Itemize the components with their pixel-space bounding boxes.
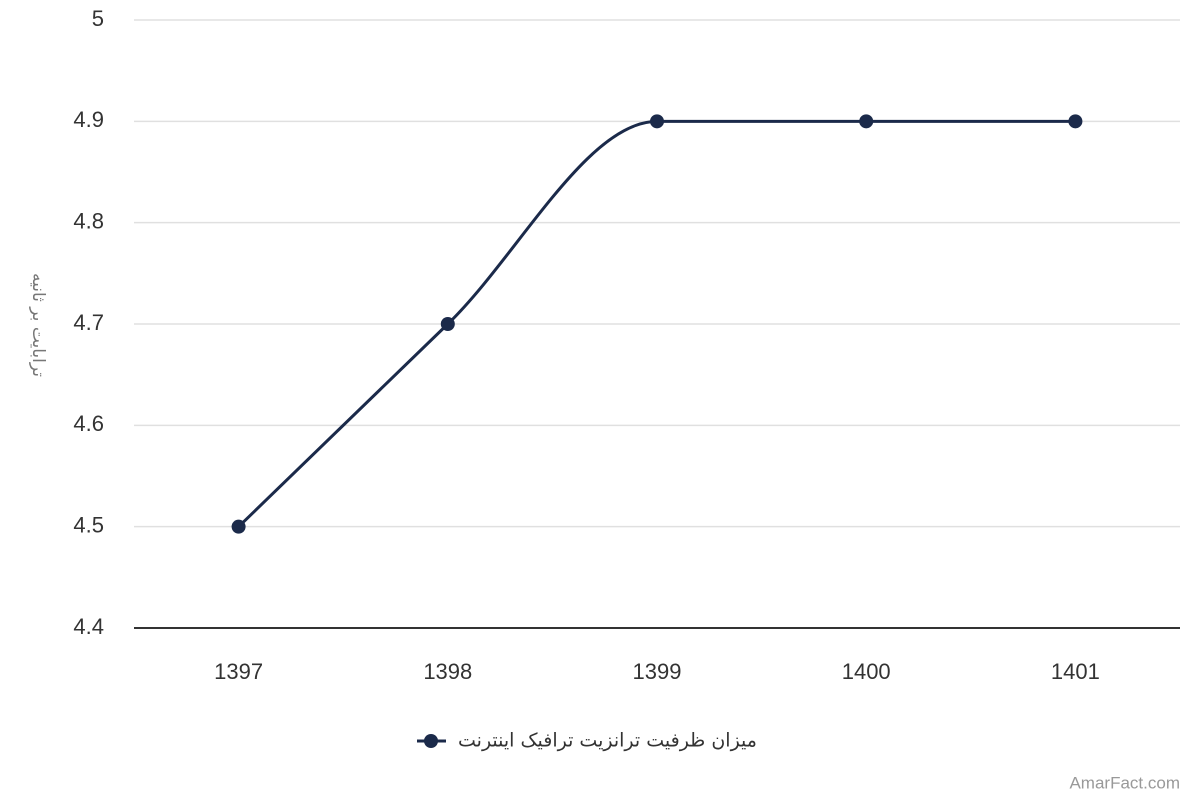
x-tick-label: 1400 — [842, 659, 891, 684]
data-point — [859, 114, 874, 129]
y-tick-label: 4.4 — [73, 614, 104, 639]
y-tick-label: 4.5 — [73, 512, 104, 537]
data-point — [231, 519, 246, 534]
data-point — [650, 114, 664, 129]
series-line — [237, 119, 1076, 528]
legend-marker — [424, 734, 438, 748]
data-point — [440, 317, 455, 331]
x-tick-label: 1398 — [423, 659, 472, 684]
y-axis-label: ترابایت بر ثانیه — [28, 273, 48, 377]
x-tick-label: 1397 — [214, 659, 263, 684]
credit: AmarFact.com — [1069, 773, 1180, 792]
y-tick-label: 4.6 — [73, 411, 104, 436]
legend-label: میزان ظرفیت ترانزیت ترافیک اینترنت — [458, 730, 757, 752]
y-tick-label: 4.8 — [73, 208, 104, 233]
y-tick-label: 5 — [92, 6, 104, 31]
y-tick-label: 4.9 — [73, 107, 104, 132]
data-point — [1068, 114, 1083, 129]
x-tick-label: 1399 — [633, 659, 682, 684]
y-tick-label: 4.7 — [73, 310, 104, 335]
x-tick-label: 1401 — [1051, 659, 1100, 684]
